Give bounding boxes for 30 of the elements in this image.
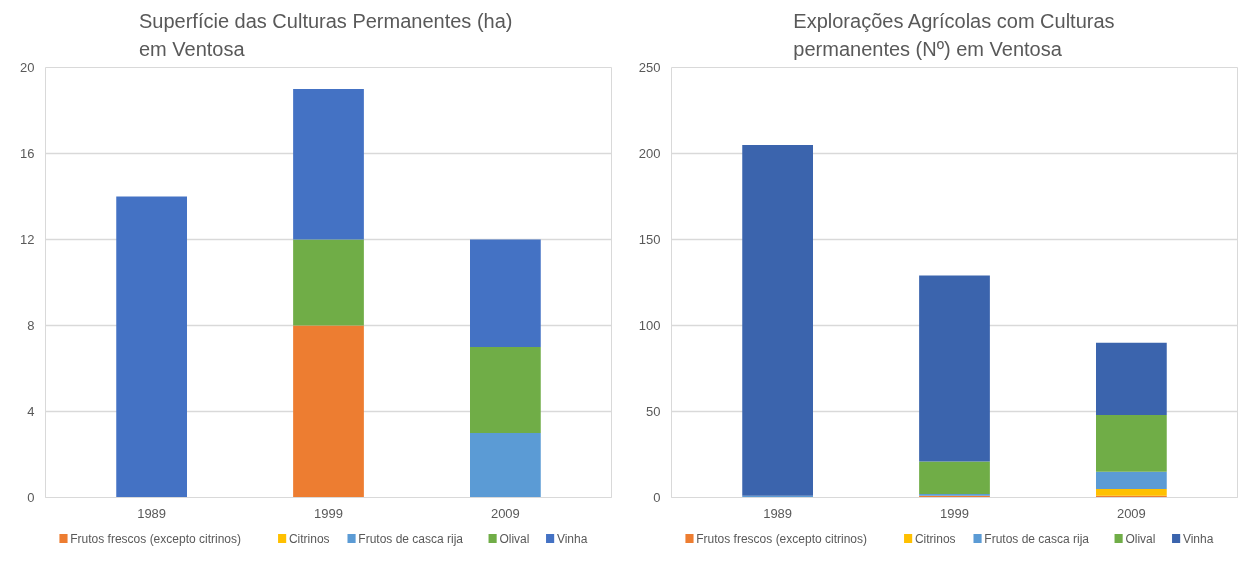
x-tick-label: 1989 <box>137 505 167 521</box>
legend-label: Frutos de casca rija <box>358 531 464 546</box>
chart-title: Explorações Agrícolas com Culturas permanentes (Nº) em Ventosa <box>793 9 1115 61</box>
x-tick-label: 1999 <box>314 505 343 521</box>
x-tick-label: 2009 <box>1116 505 1146 521</box>
y-tick-label: 0 <box>653 490 661 505</box>
legend-label: Vinha <box>556 531 588 546</box>
y-tick-label: 200 <box>638 146 661 161</box>
legend-label: Olival <box>499 531 530 546</box>
legend-label: Frutos frescos (excepto citrinos) <box>70 531 241 546</box>
y-tick-label: 8 <box>27 318 35 333</box>
x-tick-label: 1989 <box>763 505 793 521</box>
x-tick-label: 1999 <box>940 505 969 521</box>
y-tick-label: 0 <box>27 490 35 505</box>
legend-label: Olival <box>1125 531 1156 546</box>
legend-label: Vinha <box>1182 531 1214 546</box>
y-tick-label: 20 <box>20 60 35 75</box>
legend-label: Citrinos <box>914 531 956 546</box>
y-tick-label: 150 <box>638 232 661 247</box>
y-tick-label: 250 <box>638 60 661 75</box>
y-tick-label: 100 <box>638 318 661 333</box>
y-tick-label: 12 <box>20 232 35 247</box>
legend-label: Frutos de casca rija <box>984 531 1090 546</box>
legend-label: Citrinos <box>288 531 330 546</box>
chart-title: Superfície das Culturas Permanentes (ha) em Ventosa <box>138 9 513 61</box>
y-tick-label: 50 <box>646 404 661 419</box>
y-tick-label: 4 <box>27 404 35 419</box>
legend-label: Frutos frescos (excepto citrinos) <box>696 531 867 546</box>
y-tick-label: 16 <box>20 146 35 161</box>
x-tick-label: 2009 <box>490 505 520 521</box>
